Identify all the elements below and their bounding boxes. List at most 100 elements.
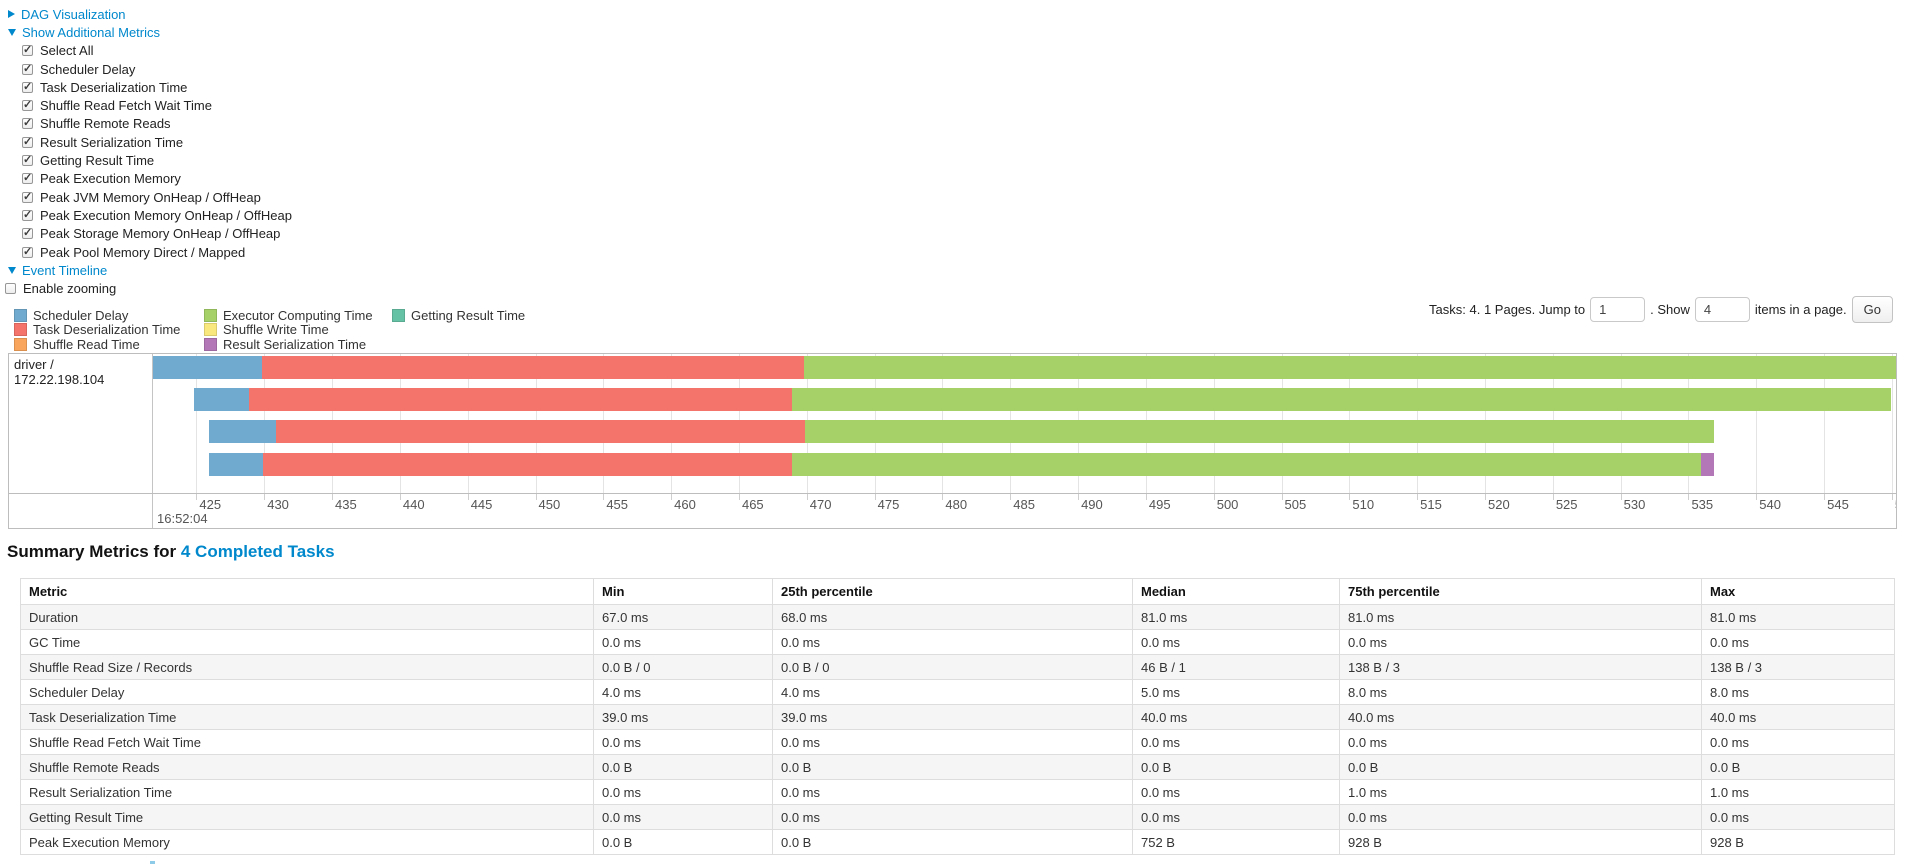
summary-column-header: Max <box>1701 578 1895 605</box>
axis-tick-label: 540 <box>1759 497 1781 512</box>
dag-visualization-toggle[interactable]: DAG Visualization <box>8 5 292 23</box>
metric-checkbox-label: Result Serialization Time <box>40 134 184 150</box>
metric-checkbox-8[interactable] <box>22 190 33 203</box>
axis-tick-label: 430 <box>267 497 289 512</box>
legend-label: Task Deserialization Time <box>33 322 181 338</box>
dag-visualization-link[interactable]: DAG Visualization <box>21 6 126 22</box>
summary-table-row: Result Serialization Time 0.0 ms 0.0 ms 0.0… <box>20 779 1895 805</box>
task-1-segment-scheduler_delay[interactable] <box>153 356 262 379</box>
metric-value-cell: 0.0 ms <box>593 779 773 805</box>
metric-checkbox-row: Shuffle Remote Reads <box>22 115 292 133</box>
show-additional-metrics-link[interactable]: Show Additional Metrics <box>22 24 161 40</box>
timeline-plot-area[interactable] <box>153 354 1896 493</box>
metric-checkbox-2[interactable] <box>22 80 33 93</box>
axis-tick <box>1417 494 1419 500</box>
metric-value-cell: 0.0 B / 0 <box>593 654 773 680</box>
task-1-segment-task_deserialization[interactable] <box>261 356 805 379</box>
metric-checkbox-4[interactable] <box>22 116 33 130</box>
summary-table-row: Getting Result Time 0.0 ms 0.0 ms 0.0 ms 0.0… <box>20 804 1895 830</box>
metric-value-cell: 39.0 ms <box>593 704 773 730</box>
metric-checkbox-row: Peak JVM Memory OnHeap / OffHeap <box>22 188 292 206</box>
axis-tick <box>671 494 673 500</box>
legend-label: Shuffle Write Time <box>223 322 329 338</box>
legend-column: Executor Computing Time Shuffle Write Tim… <box>204 308 392 352</box>
metric-checkbox-3[interactable] <box>22 98 33 112</box>
metric-name-cell: Peak Execution Memory <box>20 829 594 855</box>
task-4-segment-executor_computing[interactable] <box>791 452 1701 476</box>
summary-metrics-table: Metric Min 25th percentile Median 75th perce… <box>20 578 1895 855</box>
metric-value-cell: 0.0 ms <box>772 804 1133 830</box>
event-timeline-chart: driver / 172.22.198.104 16:52:04 425 430 4… <box>8 353 1897 529</box>
task-2-segment-scheduler_delay[interactable] <box>193 388 250 412</box>
metric-checkbox-0[interactable] <box>22 43 33 57</box>
task-4-segment-scheduler_delay[interactable] <box>208 452 263 476</box>
metric-checkbox-row: Scheduler Delay <box>22 60 292 78</box>
summary-table-row: Duration 67.0 ms 68.0 ms 81.0 ms 81.0 ms 81.0… <box>20 604 1895 630</box>
summary-metrics-heading: Summary Metrics for 4 Completed Tasks <box>7 542 335 562</box>
task-3-segment-task_deserialization[interactable] <box>276 420 806 444</box>
metric-name-cell: Getting Result Time <box>20 804 594 830</box>
metric-checkbox-row: Peak Execution Memory OnHeap / OffHeap <box>22 206 292 224</box>
legend-label: Result Serialization Time <box>223 336 367 352</box>
legend-swatch-result_serialization <box>204 337 217 351</box>
expanded-arrow-icon <box>8 28 16 36</box>
metric-value-cell: 40.0 ms <box>1132 704 1340 730</box>
legend-swatch-shuffle_read <box>14 337 27 351</box>
axis-tick-label: 475 <box>877 497 900 512</box>
metric-value-cell: 0.0 B <box>772 754 1133 780</box>
axis-tick <box>1349 494 1351 500</box>
metric-checkbox-11[interactable] <box>22 245 33 258</box>
axis-tick-label: 525 <box>1555 497 1578 512</box>
metric-checkbox-6[interactable] <box>22 153 33 167</box>
task-1-segment-executor_computing[interactable] <box>804 356 1896 379</box>
metric-checkbox-label: Getting Result Time <box>40 153 155 169</box>
axis-tick-label: 465 <box>741 497 764 512</box>
axis-tick-label: 445 <box>470 497 493 512</box>
metric-checkbox-label: Peak JVM Memory OnHeap / OffHeap <box>40 189 261 205</box>
event-timeline-link[interactable]: Event Timeline <box>22 262 108 278</box>
axis-tick <box>467 494 469 500</box>
go-button[interactable]: Go <box>1851 296 1893 323</box>
metric-value-cell: 928 B <box>1701 829 1895 855</box>
metric-checkbox-7[interactable] <box>22 171 33 185</box>
task-3-segment-executor_computing[interactable] <box>805 420 1715 444</box>
jump-to-page-input[interactable] <box>1590 297 1646 322</box>
stage-page-controls: DAG Visualization Show Additional Metric… <box>5 5 292 298</box>
metric-checkbox-label: Select All <box>40 43 94 59</box>
axis-tick-label: 530 <box>1623 497 1646 512</box>
metric-value-cell: 0.0 B <box>1132 754 1340 780</box>
metric-checkbox-5[interactable] <box>22 135 33 148</box>
metric-value-cell: 138 B / 3 <box>1701 654 1895 680</box>
axis-tick-label: 500 <box>1216 497 1239 512</box>
timeline-legend: Scheduler Delay Task Deserialization Time… <box>14 308 525 352</box>
task-3-segment-scheduler_delay[interactable] <box>208 420 277 444</box>
metric-checkbox-1[interactable] <box>22 62 33 75</box>
legend-swatch-executor_computing <box>204 308 217 322</box>
task-2-segment-task_deserialization[interactable] <box>249 388 792 412</box>
axis-tick-label: 455 <box>606 497 629 512</box>
legend-swatch-scheduler_delay <box>14 308 27 322</box>
metric-checkbox-row: Peak Storage Memory OnHeap / OffHeap <box>22 225 292 243</box>
event-timeline-toggle[interactable]: Event Timeline <box>8 261 292 279</box>
metric-value-cell: 0.0 ms <box>593 729 773 755</box>
metric-checkbox-10[interactable] <box>22 226 33 240</box>
completed-tasks-link[interactable]: 4 Completed Tasks <box>180 542 335 561</box>
task-2-segment-executor_computing[interactable] <box>791 388 1891 412</box>
axis-tick <box>535 494 537 500</box>
task-4-segment-task_deserialization[interactable] <box>262 452 792 476</box>
items-per-page-input[interactable] <box>1694 297 1750 322</box>
show-additional-metrics-toggle[interactable]: Show Additional Metrics <box>8 23 292 41</box>
pagination-show-text: . Show <box>1650 302 1690 317</box>
axis-tick <box>1552 494 1554 500</box>
metric-value-cell: 8.0 ms <box>1339 679 1702 705</box>
partially-visible-element-below <box>150 861 155 864</box>
legend-item: Shuffle Write Time <box>204 322 392 338</box>
enable-zooming-label: Enable zooming <box>23 281 117 297</box>
task-4-segment-result_serialization[interactable] <box>1700 452 1715 476</box>
axis-tick <box>196 494 198 500</box>
axis-tick <box>264 494 266 500</box>
metric-checkbox-9[interactable] <box>22 208 33 221</box>
axis-tick-label: 515 <box>1420 497 1442 512</box>
metric-value-cell: 81.0 ms <box>1339 604 1702 630</box>
enable-zooming-checkbox[interactable] <box>5 283 16 295</box>
